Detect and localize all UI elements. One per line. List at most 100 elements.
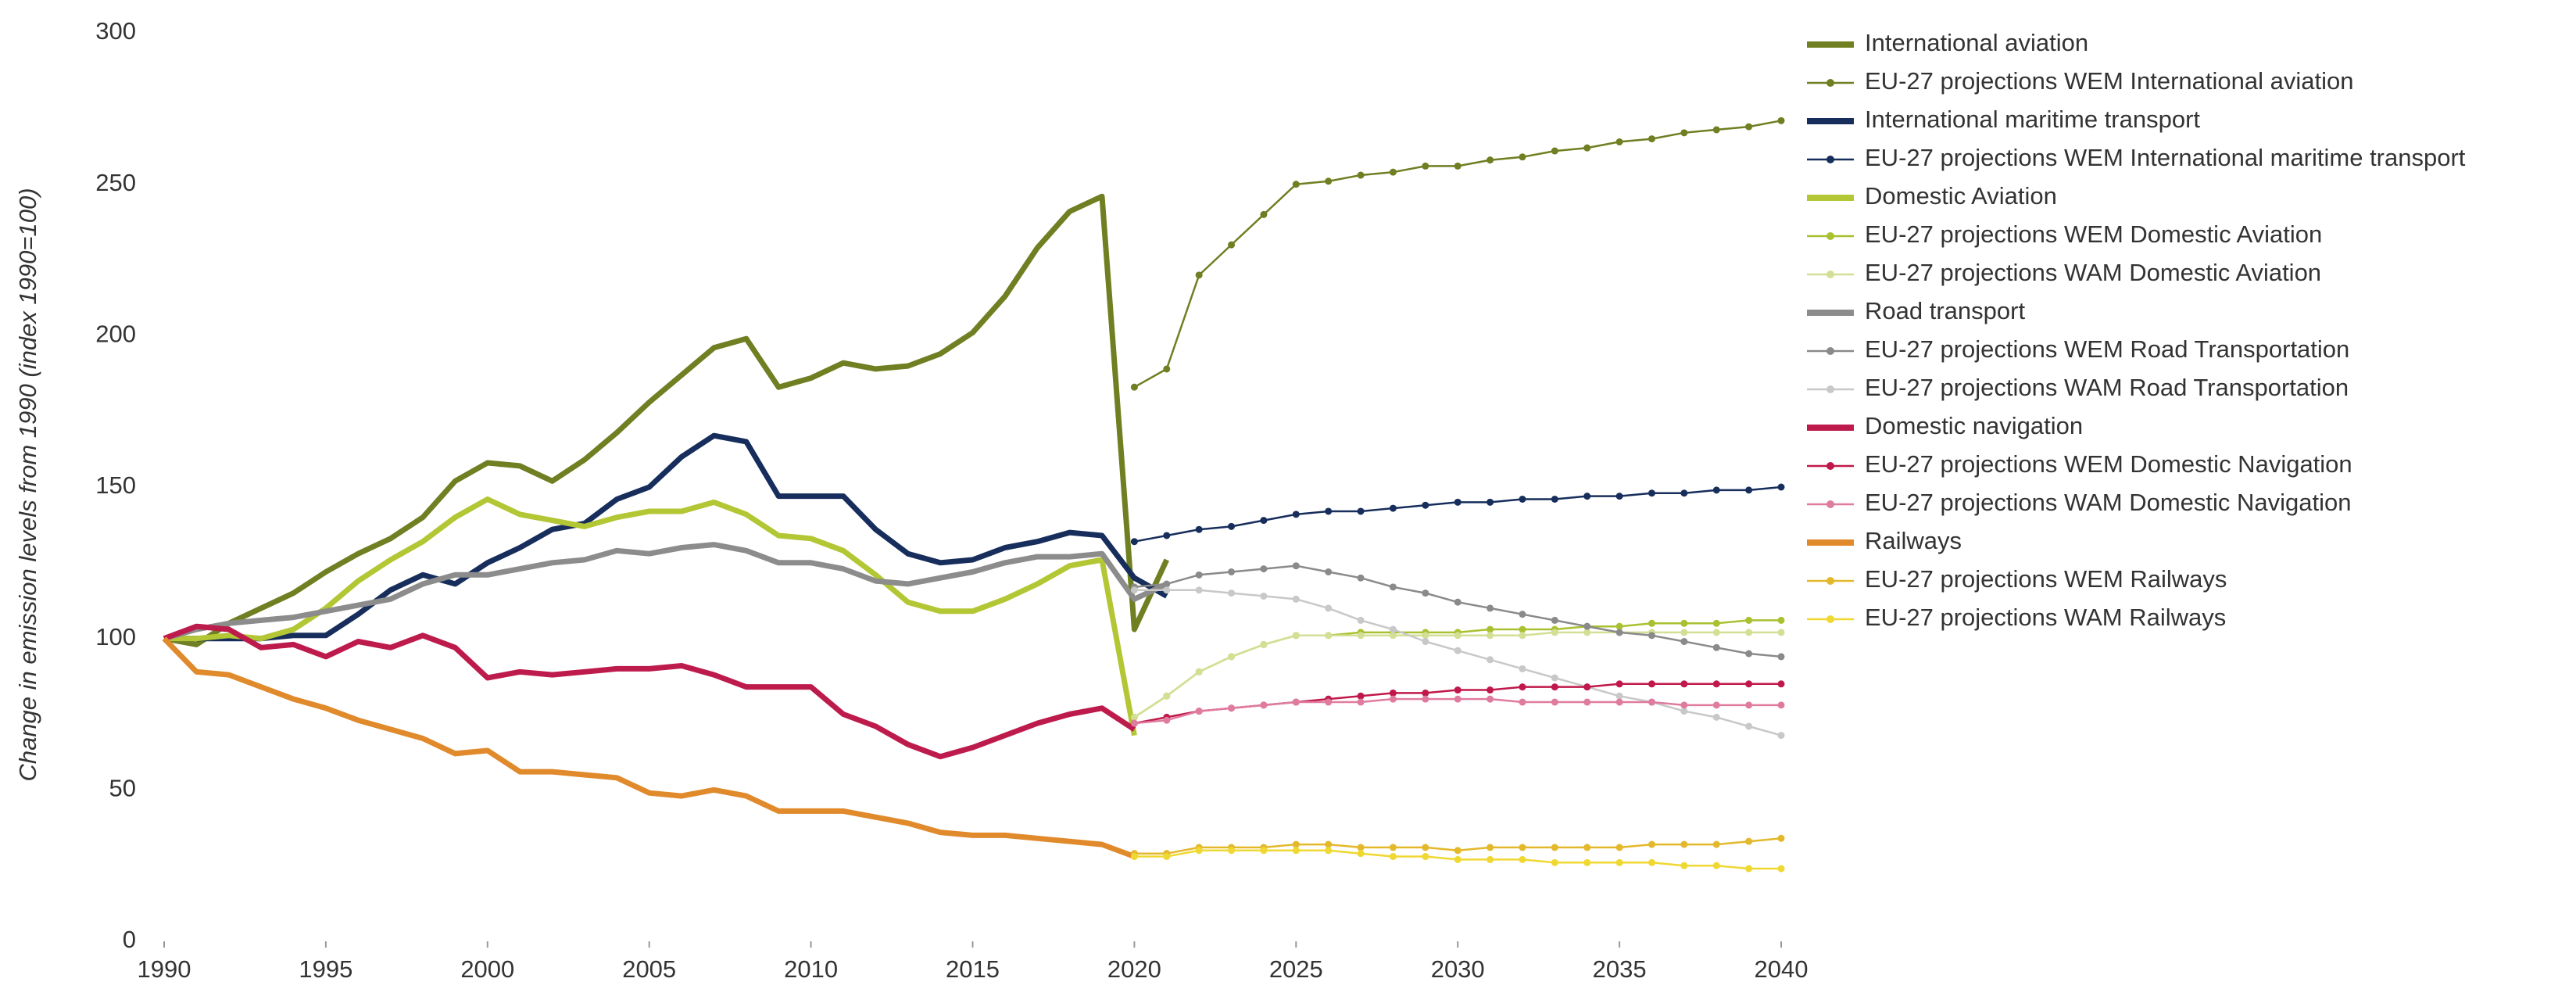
- point-marker: [1583, 144, 1591, 152]
- legend-label: EU-27 projections WEM Domestic Aviation: [1865, 220, 2322, 248]
- point-marker: [1487, 632, 1494, 640]
- series-line: [163, 542, 1168, 642]
- point-marker: [1325, 177, 1333, 185]
- point-marker: [1487, 695, 1494, 703]
- point-marker: [1583, 493, 1591, 500]
- point-marker: [1260, 210, 1268, 218]
- point-marker: [1389, 689, 1397, 697]
- legend-label: Railways: [1865, 527, 1962, 554]
- point-marker: [1422, 689, 1429, 697]
- point-marker: [1422, 853, 1429, 861]
- point-marker: [1454, 162, 1462, 170]
- y-tick-label: 250: [95, 169, 136, 196]
- point-marker: [1260, 517, 1268, 525]
- x-tick-label: 2025: [1269, 955, 1323, 983]
- legend-label: EU-27 projections WEM International avia…: [1865, 67, 2353, 95]
- point-marker: [1615, 680, 1623, 688]
- point-marker: [1583, 844, 1591, 851]
- point-marker: [1680, 129, 1688, 137]
- point-marker: [1680, 840, 1688, 848]
- point-marker: [1777, 116, 1785, 124]
- point-marker: [1454, 632, 1462, 640]
- point-marker: [1422, 695, 1429, 703]
- point-marker: [1487, 498, 1494, 506]
- point-marker: [1357, 850, 1365, 858]
- x-tick-label: 2040: [1755, 955, 1809, 983]
- point-marker: [1163, 716, 1171, 724]
- point-marker: [1583, 698, 1591, 706]
- x-tick-label: 2000: [460, 955, 514, 983]
- point-marker: [1777, 680, 1785, 688]
- legend-marker: [1826, 271, 1834, 278]
- point-marker: [1551, 683, 1558, 691]
- point-marker: [1422, 501, 1429, 509]
- point-marker: [1712, 680, 1720, 688]
- point-marker: [1777, 629, 1785, 636]
- point-marker: [1422, 590, 1429, 597]
- point-marker: [1422, 638, 1429, 646]
- point-marker: [1551, 616, 1558, 624]
- point-marker: [1228, 653, 1236, 661]
- point-marker: [1615, 698, 1623, 706]
- point-marker: [1357, 692, 1365, 700]
- point-marker: [1195, 708, 1203, 715]
- point-marker: [1712, 126, 1720, 134]
- legend-label: EU-27 projections WAM Domestic Navigatio…: [1865, 489, 2352, 516]
- legend-label: EU-27 projections WAM Domestic Aviation: [1865, 259, 2321, 286]
- point-marker: [1777, 834, 1785, 842]
- point-marker: [1228, 704, 1236, 712]
- point-marker: [1357, 616, 1365, 624]
- y-tick-label: 200: [95, 321, 136, 348]
- legend-label: Road transport: [1865, 297, 2025, 324]
- point-marker: [1519, 855, 1526, 863]
- point-marker: [1454, 598, 1462, 606]
- point-marker: [1228, 241, 1236, 249]
- point-marker: [1422, 162, 1429, 170]
- point-marker: [1680, 862, 1688, 869]
- point-marker: [1745, 701, 1753, 709]
- x-tick-label: 2005: [622, 955, 676, 983]
- point-marker: [1422, 844, 1429, 851]
- x-tick-label: 1995: [299, 955, 352, 983]
- point-marker: [1712, 840, 1720, 848]
- point-marker: [1325, 568, 1333, 575]
- point-marker: [1357, 574, 1365, 582]
- point-marker: [1325, 507, 1333, 515]
- legend-marker: [1826, 577, 1834, 585]
- point-marker: [1487, 844, 1494, 851]
- point-marker: [1551, 629, 1558, 636]
- point-marker: [1777, 616, 1785, 624]
- point-marker: [1551, 674, 1558, 682]
- point-marker: [1712, 619, 1720, 627]
- point-marker: [1389, 504, 1397, 512]
- x-tick-label: 2010: [784, 955, 838, 983]
- point-marker: [1130, 383, 1138, 391]
- point-marker: [1551, 858, 1558, 866]
- point-marker: [1228, 522, 1236, 530]
- point-marker: [1357, 844, 1365, 851]
- point-marker: [1745, 722, 1753, 730]
- legend-marker: [1826, 79, 1834, 87]
- point-marker: [1519, 611, 1526, 618]
- point-marker: [1551, 844, 1558, 851]
- point-marker: [1454, 686, 1462, 694]
- point-marker: [1487, 604, 1494, 612]
- point-marker: [1163, 586, 1171, 594]
- point-marker: [1519, 698, 1526, 706]
- legend-marker: [1826, 462, 1834, 470]
- point-marker: [1648, 632, 1655, 640]
- point-marker: [1648, 698, 1655, 706]
- x-tick-label: 2030: [1431, 955, 1485, 983]
- legend-label: International maritime transport: [1865, 106, 2200, 133]
- point-marker: [1163, 692, 1171, 700]
- point-marker: [1583, 858, 1591, 866]
- legend-label: EU-27 projections WEM Domestic Navigatio…: [1865, 450, 2352, 478]
- point-marker: [1163, 853, 1171, 861]
- point-marker: [1163, 580, 1171, 588]
- point-marker: [1648, 619, 1655, 627]
- point-marker: [1228, 568, 1236, 575]
- point-marker: [1777, 865, 1785, 873]
- x-tick-label: 2015: [946, 955, 1000, 983]
- point-marker: [1615, 844, 1623, 851]
